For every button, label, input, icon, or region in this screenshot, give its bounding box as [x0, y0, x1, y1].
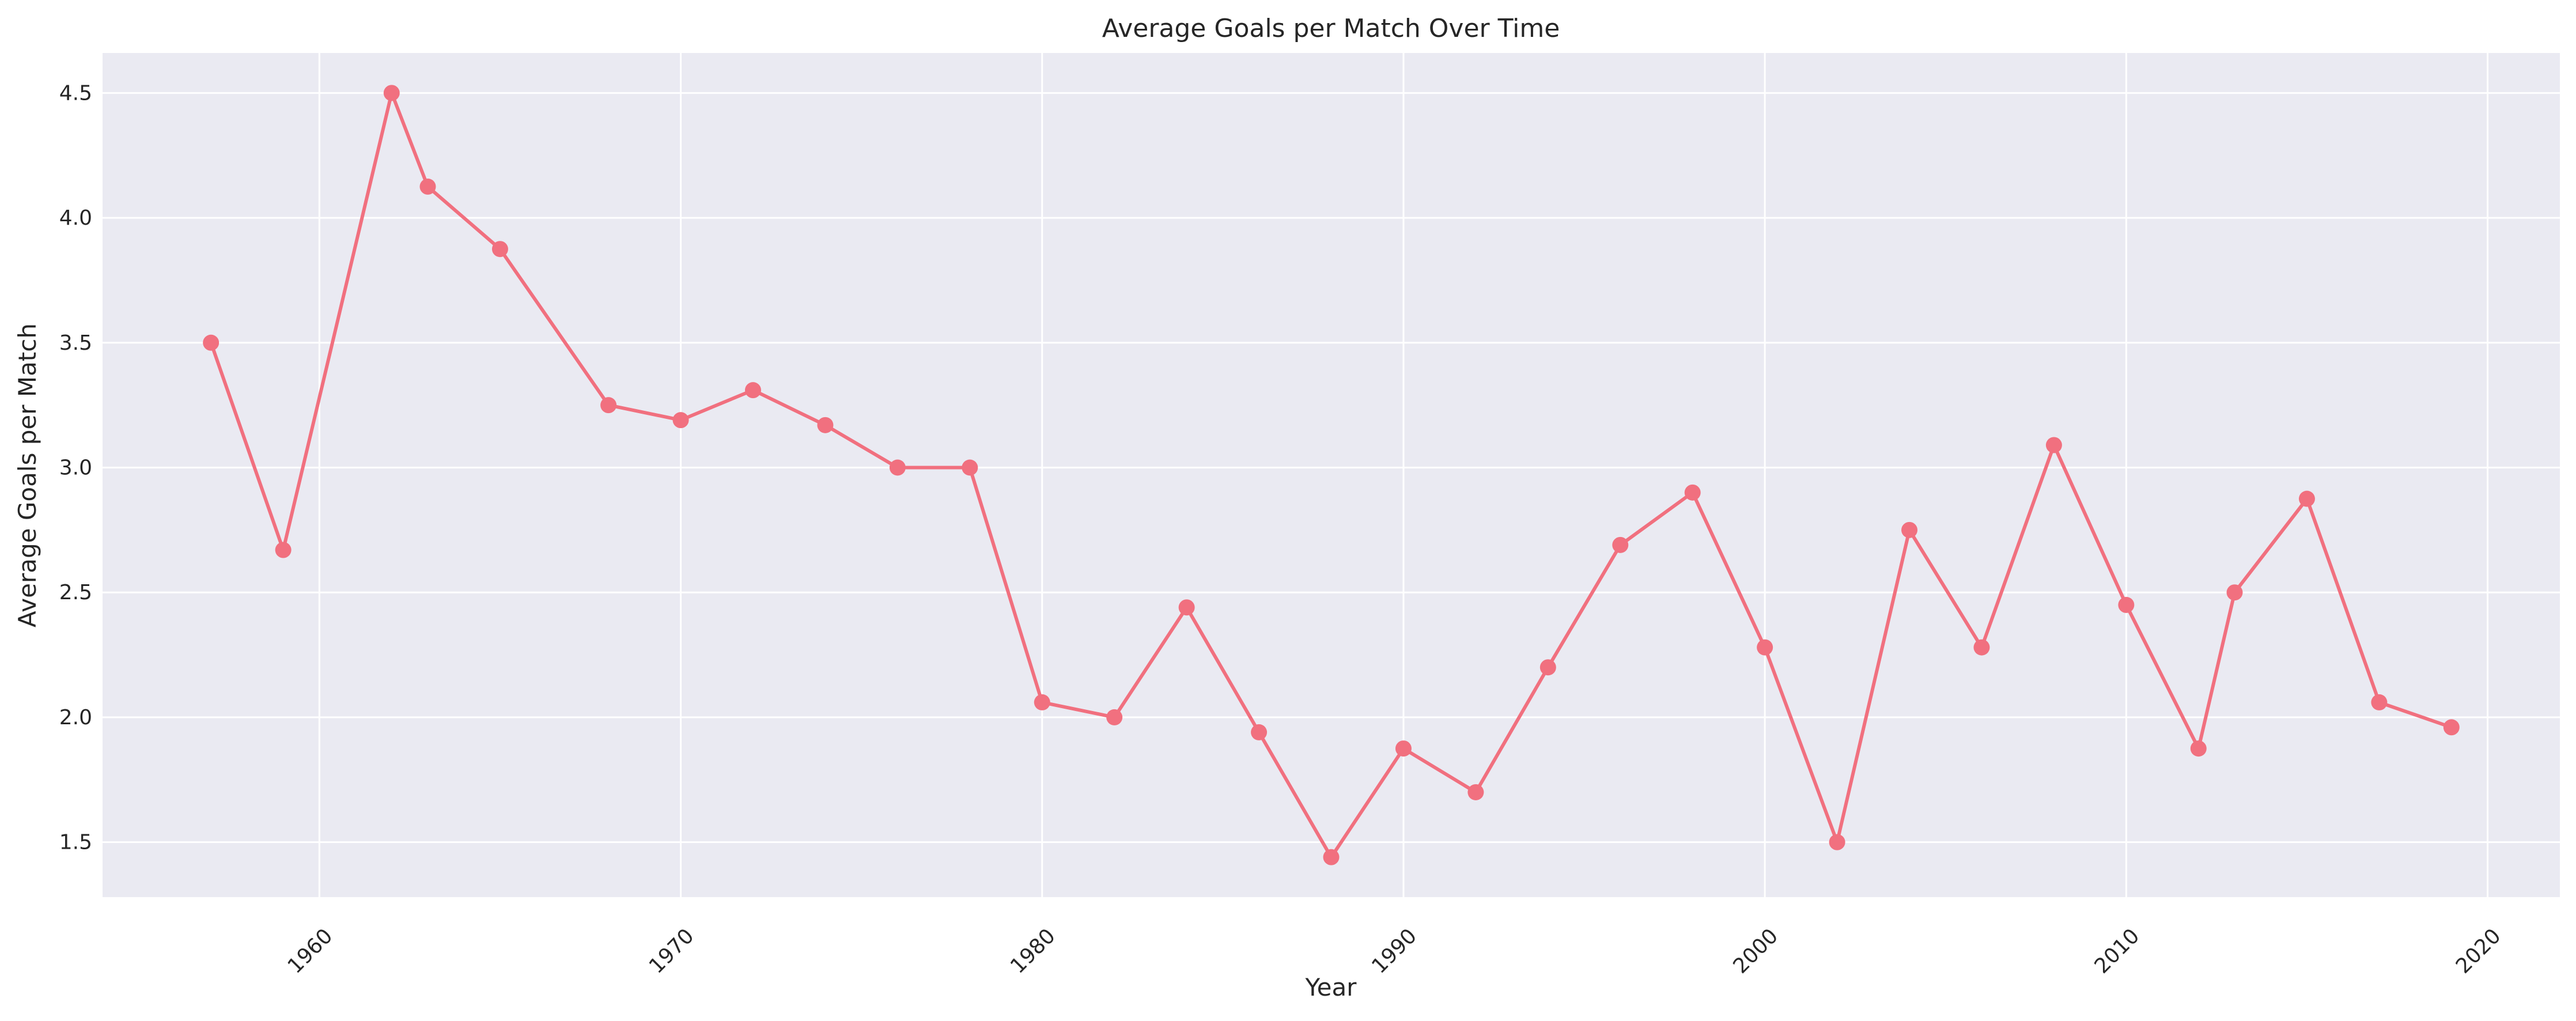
y-tick-label: 1.5 [59, 831, 92, 854]
data-point[interactable] [2443, 719, 2460, 736]
grid-lines [103, 53, 2560, 897]
data-point[interactable] [672, 412, 689, 429]
data-point[interactable] [2226, 584, 2243, 601]
data-point[interactable] [1612, 536, 1629, 553]
x-tick-label: 2020 [2452, 924, 2506, 978]
series-line [209, 91, 2452, 859]
data-point[interactable] [1034, 694, 1050, 710]
y-tick-label: 2.5 [59, 581, 92, 604]
chart-title: Average Goals per Match Over Time [1102, 14, 1560, 43]
series-layer [203, 85, 2460, 865]
data-point[interactable] [1178, 599, 1195, 616]
plot-background [103, 53, 2560, 897]
data-point[interactable] [600, 397, 617, 414]
data-point[interactable] [419, 178, 436, 195]
x-tick-label: 1970 [645, 924, 699, 978]
data-point[interactable] [1323, 849, 1340, 865]
data-point[interactable] [383, 85, 400, 101]
data-point[interactable] [2118, 596, 2135, 613]
data-point[interactable] [2045, 437, 2062, 453]
y-tick-label: 3.5 [59, 331, 92, 355]
y-tick-label: 4.0 [59, 206, 92, 230]
data-point[interactable] [2298, 490, 2315, 507]
y-tick-label: 4.5 [59, 81, 92, 105]
data-point[interactable] [203, 334, 220, 351]
x-tick-label: 1960 [283, 924, 338, 978]
data-point[interactable] [2371, 694, 2388, 710]
x-tick-label: 2000 [1728, 924, 1783, 978]
x-tick-label: 2010 [2090, 924, 2144, 978]
x-axis-label: Year [1305, 973, 1357, 1001]
y-axis-label: Average Goals per Match [13, 323, 41, 627]
data-point[interactable] [1251, 724, 1268, 740]
y-tick-label: 3.0 [59, 456, 92, 479]
data-point[interactable] [1829, 834, 1845, 850]
data-point[interactable] [1395, 740, 1412, 757]
data-point[interactable] [1106, 709, 1123, 725]
data-point[interactable] [962, 459, 978, 476]
data-point[interactable] [1684, 484, 1701, 501]
data-point[interactable] [1539, 659, 1556, 676]
data-point[interactable] [889, 459, 906, 476]
data-point[interactable] [2190, 740, 2207, 757]
x-tick-label: 1980 [1006, 924, 1060, 978]
data-point[interactable] [1467, 784, 1484, 800]
data-point[interactable] [1901, 521, 1918, 538]
data-point[interactable] [744, 382, 761, 399]
data-point[interactable] [1973, 639, 1990, 656]
y-tick-label: 2.0 [59, 706, 92, 729]
data-point[interactable] [275, 542, 292, 558]
x-tick-label: 1990 [1367, 924, 1421, 978]
data-point[interactable] [491, 241, 508, 258]
data-point[interactable] [817, 417, 834, 433]
data-point[interactable] [1757, 639, 1773, 656]
